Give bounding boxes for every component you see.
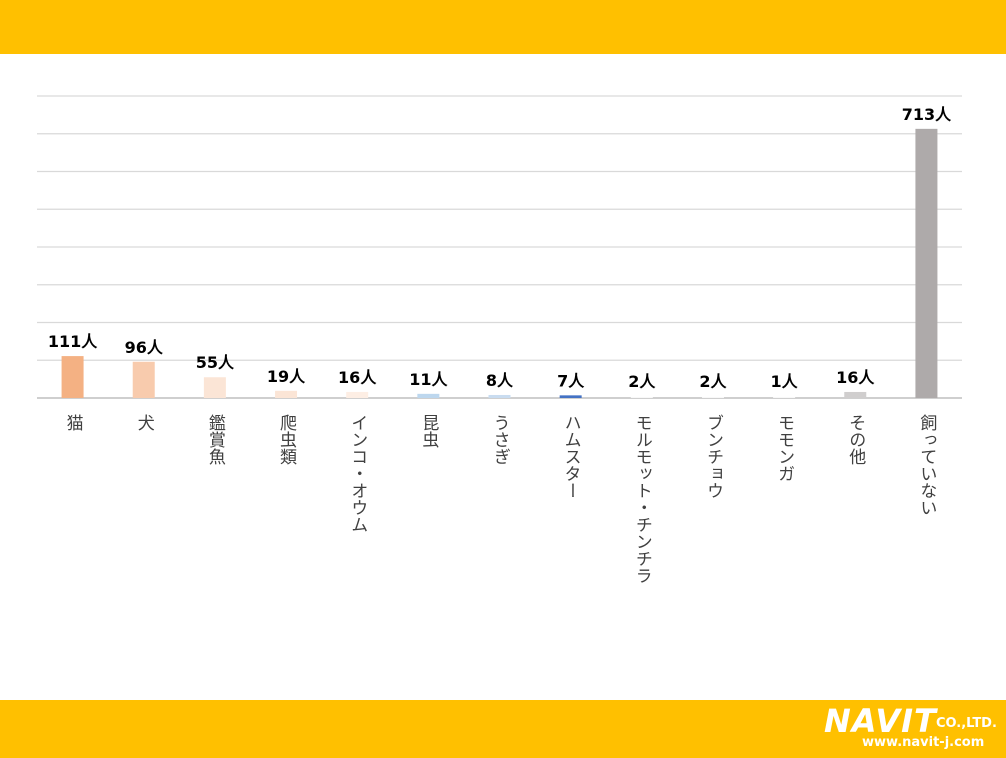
- bar-0: [61, 356, 84, 398]
- category-label: 昆虫: [418, 414, 439, 448]
- data-label: 19人: [267, 367, 306, 386]
- bar-4: [346, 391, 369, 398]
- bottom-banner: [0, 700, 1006, 758]
- bar-3: [275, 390, 298, 398]
- data-label: 7人: [557, 371, 585, 390]
- bar-11: [844, 391, 867, 398]
- logo-url: www.navit-j.com: [862, 735, 985, 750]
- data-label: 8人: [486, 371, 514, 390]
- bar-8: [630, 397, 653, 398]
- bar-10: [773, 397, 796, 398]
- category-label: インコ・オウム: [347, 414, 367, 533]
- data-label: 55人: [196, 353, 235, 372]
- bar-9: [701, 397, 724, 398]
- bar-5: [417, 393, 440, 398]
- category-label: 飼っていない: [916, 414, 937, 516]
- category-label: 猫: [63, 414, 84, 431]
- bar-6: [488, 394, 511, 398]
- data-label: 96人: [125, 338, 164, 357]
- data-label: 713人: [902, 105, 952, 124]
- data-label: 16人: [836, 368, 875, 387]
- category-label: ハムスター: [561, 414, 581, 499]
- category-label: その他: [845, 414, 866, 465]
- bar-1: [132, 361, 155, 398]
- data-label: 16人: [338, 368, 377, 387]
- company-logo: NAVIT CO.,LTD. www.navit-j.com: [824, 702, 997, 754]
- category-label: うさぎ: [490, 414, 510, 465]
- bar-12: [915, 128, 938, 398]
- logo-suffix: CO.,LTD.: [936, 716, 997, 731]
- top-banner: [0, 0, 1006, 54]
- bar-7: [559, 395, 582, 398]
- category-label: 爬虫類: [276, 414, 297, 465]
- category-label: 鑑賞魚: [205, 414, 226, 465]
- bar-2: [203, 377, 226, 398]
- data-label: 2人: [699, 372, 727, 391]
- logo-name: NAVIT: [824, 702, 937, 740]
- data-label: 11人: [409, 370, 448, 389]
- category-label: ブンチョウ: [703, 414, 723, 499]
- category-label: モルモット・チンチラ: [632, 414, 652, 584]
- data-label: 1人: [771, 372, 799, 391]
- data-label: 111人: [48, 332, 98, 351]
- category-label: 犬: [134, 414, 155, 431]
- category-label: モモンガ: [774, 414, 794, 482]
- data-label: 2人: [628, 372, 656, 391]
